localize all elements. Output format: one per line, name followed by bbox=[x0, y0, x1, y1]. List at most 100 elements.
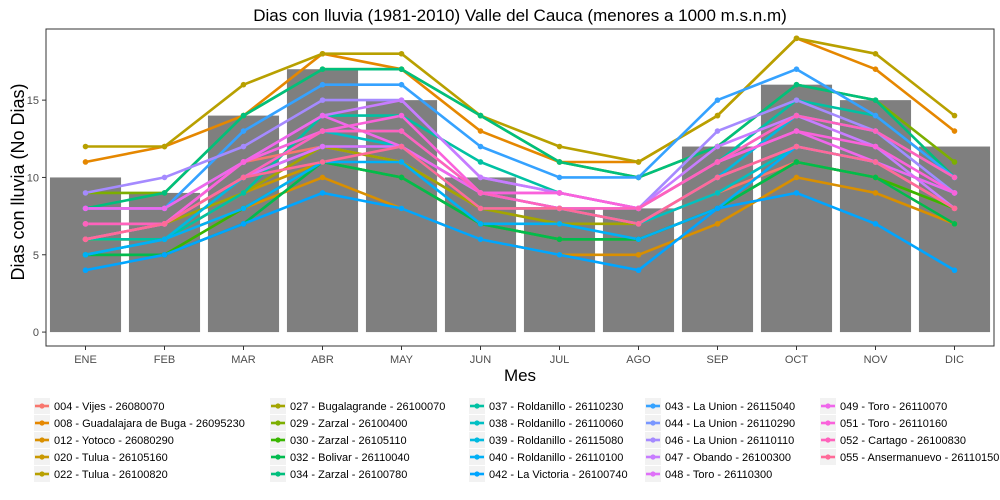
series-point-9-may bbox=[398, 174, 405, 181]
series-point-21-abr bbox=[319, 112, 326, 119]
legend-label: 044 - La Union - 26110290 bbox=[665, 418, 795, 430]
series-point-11-jun bbox=[477, 159, 484, 165]
series-point-21-feb bbox=[161, 205, 168, 212]
legend-key-point bbox=[275, 420, 281, 426]
x-tick-label-may: MAY bbox=[390, 354, 414, 366]
legend-item: 012 - Yotoco - 26080290 bbox=[34, 432, 174, 448]
legend-key-point bbox=[275, 403, 281, 409]
bar-sep bbox=[681, 146, 754, 333]
x-tick-label-sep: SEP bbox=[706, 354, 728, 366]
legend: 004 - Vijes - 26080070 008 - Guadalajara … bbox=[34, 398, 999, 482]
series-point-24-jul bbox=[556, 205, 563, 212]
series-point-19-may bbox=[398, 97, 405, 103]
series-point-10-nov bbox=[872, 97, 879, 103]
bar-jul bbox=[523, 208, 596, 333]
legend-item: 044 - La Union - 26110290 bbox=[645, 415, 795, 431]
series-point-14-jul bbox=[556, 221, 563, 227]
series-point-9-nov bbox=[872, 174, 879, 181]
series-point-21-ene bbox=[82, 205, 89, 212]
x-tick-label-nov: NOV bbox=[864, 354, 889, 366]
series-point-23-abr bbox=[319, 128, 326, 134]
series-line-2 bbox=[85, 36, 956, 164]
series-point-2-nov bbox=[872, 66, 879, 73]
series-point-23-dic bbox=[951, 174, 958, 181]
legend-item: 020 - Tulua - 26105160 bbox=[34, 449, 168, 465]
series-point-5-jul bbox=[556, 143, 563, 150]
legend-label: 037 - Roldanillo - 26110230 bbox=[489, 401, 623, 413]
series-point-24-ago bbox=[635, 221, 642, 227]
series-point-10-abr bbox=[319, 66, 326, 73]
legend-key-point bbox=[275, 437, 281, 443]
x-tick-label-dic: DIC bbox=[945, 354, 964, 366]
y-tick-label: 0 bbox=[33, 327, 39, 339]
legend-key-point bbox=[275, 454, 281, 460]
series-point-24-feb bbox=[161, 221, 168, 227]
legend-item: 038 - Roldanillo - 26110060 bbox=[469, 415, 623, 431]
series-point-5-ene bbox=[82, 143, 89, 150]
y-tick-label: 10 bbox=[27, 172, 39, 184]
series-point-18-sep bbox=[714, 128, 721, 134]
legend-label: 049 - Toro - 26110070 bbox=[840, 401, 947, 413]
legend-item: 055 - Ansermanuevo - 26110150 bbox=[820, 449, 999, 465]
legend-item: 034 - Zarzal - 26100780 bbox=[270, 466, 407, 482]
series-point-22-mar bbox=[240, 159, 247, 165]
series-point-23-jun bbox=[477, 190, 484, 196]
series-point-23-oct bbox=[793, 112, 800, 119]
y-axis-title: Dias con lluvia (No Dias) bbox=[8, 83, 28, 280]
series-point-9-oct bbox=[793, 159, 800, 165]
legend-key-point bbox=[650, 437, 656, 443]
series-point-2-dic bbox=[951, 128, 958, 134]
legend-label: 038 - Roldanillo - 26110060 bbox=[489, 418, 623, 430]
series-point-2-jun bbox=[477, 128, 484, 134]
legend-item: 030 - Zarzal - 26105110 bbox=[270, 432, 407, 448]
legend-label: 051 - Toro - 26110160 bbox=[840, 418, 947, 430]
series-line-24 bbox=[85, 145, 956, 241]
series-point-16-oct bbox=[793, 66, 800, 73]
legend-item: 051 - Toro - 26110160 bbox=[820, 415, 947, 431]
series-point-15-sep bbox=[714, 205, 721, 212]
series-line-15 bbox=[85, 191, 956, 272]
series-point-23-may bbox=[398, 128, 405, 134]
series-point-15-mar bbox=[240, 221, 247, 227]
series-line-22 bbox=[85, 114, 956, 241]
series-point-22-may bbox=[398, 112, 405, 119]
series-point-14-feb bbox=[161, 236, 168, 243]
legend-key-point bbox=[39, 403, 45, 409]
plot-area: 0 5 10 15 ENE FEB MAR ABR MAY JUN JUL AGO SEP OCT NOV… bbox=[27, 28, 995, 366]
bar-may bbox=[365, 100, 438, 333]
legend-key-point bbox=[650, 471, 656, 477]
series-point-10-jul bbox=[556, 159, 563, 165]
legend-key-point bbox=[39, 437, 45, 443]
series-point-7-dic bbox=[951, 159, 958, 165]
legend-key-point bbox=[650, 403, 656, 409]
series-point-10-mar bbox=[240, 112, 247, 119]
legend-label: 012 - Yotoco - 26080290 bbox=[54, 435, 174, 447]
legend-item: 004 - Vijes - 26080070 bbox=[34, 398, 165, 414]
legend-key-point bbox=[474, 454, 480, 460]
legend-item: 048 - Toro - 26110300 bbox=[645, 466, 772, 482]
y-axis: 0 5 10 15 bbox=[27, 95, 46, 339]
legend-label: 043 - La Union - 26115040 bbox=[665, 401, 795, 413]
legend-key-point bbox=[474, 471, 480, 477]
legend-label: 027 - Bugalagrande - 26100070 bbox=[290, 401, 445, 413]
legend-label: 034 - Zarzal - 26100780 bbox=[290, 469, 407, 481]
series-point-3-sep bbox=[714, 221, 721, 227]
series-point-15-dic bbox=[951, 267, 958, 274]
series-point-3-abr bbox=[319, 174, 326, 181]
series-point-16-jul bbox=[556, 174, 563, 181]
series-point-14-jun bbox=[477, 221, 484, 227]
x-tick-label-abr: ABR bbox=[311, 354, 334, 366]
legend-item: 022 - Tulua - 26100820 bbox=[34, 466, 168, 482]
series-point-2-ene bbox=[82, 159, 89, 165]
legend-item: 040 - Roldanillo - 26110100 bbox=[469, 449, 623, 465]
series-point-23-nov bbox=[872, 128, 879, 134]
series-lines-layer bbox=[85, 36, 956, 272]
series-point-16-abr bbox=[319, 81, 326, 88]
chart-title: Dias con lluvia (1981-2010) Valle del Ca… bbox=[253, 6, 787, 25]
legend-key-point bbox=[39, 471, 45, 477]
series-point-5-ago bbox=[635, 159, 642, 165]
legend-label: 029 - Zarzal - 26100400 bbox=[290, 418, 407, 430]
series-point-15-jun bbox=[477, 236, 484, 243]
series-point-23-ago bbox=[635, 205, 642, 212]
y-tick-label: 15 bbox=[27, 95, 39, 107]
